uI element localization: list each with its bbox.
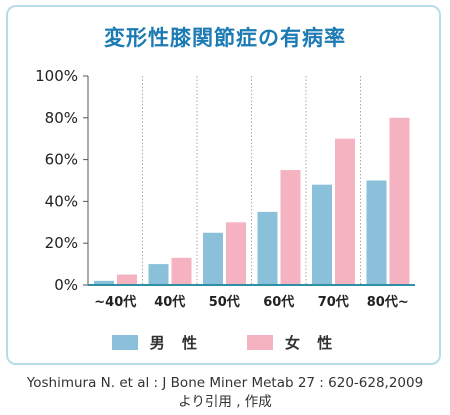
- chart-title: 変形性膝関節症の有病率: [104, 26, 346, 50]
- bar-female-0: [117, 274, 137, 285]
- legend-label-female: 女 性: [285, 333, 339, 352]
- x-tick-label: 70代: [318, 294, 349, 310]
- x-tick-label: 50代: [209, 294, 240, 310]
- bar-male-1: [148, 264, 169, 285]
- bar-female-4: [335, 138, 355, 285]
- bar-female-2: [226, 222, 246, 285]
- x-tick-label: 60代: [263, 294, 294, 310]
- y-tick-label: 20%: [45, 234, 78, 252]
- legend-item-male: 男 性: [111, 332, 203, 353]
- x-tick-label: 80代~: [367, 294, 409, 310]
- source-line-1: Yoshimura N. et al : J Bone Miner Metab …: [26, 375, 424, 391]
- x-tick-label: 40代: [154, 294, 185, 310]
- bar-male-4: [312, 184, 332, 285]
- y-tick-label: 40%: [45, 192, 78, 210]
- y-tick-label: 100%: [35, 67, 78, 85]
- bar-female-1: [171, 257, 192, 285]
- x-tick-label: ~40代: [94, 294, 136, 310]
- legend-item-female: 女 性: [247, 332, 338, 353]
- bar-chart: 0% 20% 40% 60% 80% 100% ~40代 40代 50代 60代 70代 80代~: [35, 67, 415, 310]
- y-tick-label: 80%: [45, 109, 78, 127]
- source-line-2: より引用 , 作成: [178, 394, 272, 410]
- bar-female-5: [389, 117, 410, 285]
- y-tick-label: 60%: [45, 151, 78, 169]
- bar-male-5: [366, 180, 387, 285]
- bar-male-3: [257, 211, 278, 285]
- legend-label-male: 男 性: [149, 333, 203, 352]
- bar-male-0: [94, 280, 114, 285]
- y-tick-label: 0%: [54, 276, 78, 294]
- legend-swatch-female: [247, 334, 273, 350]
- bar-male-2: [203, 232, 223, 285]
- source-citation: Yoshimura N. et al : J Bone Miner Metab …: [0, 374, 450, 412]
- legend: 男 性 女 性: [0, 330, 450, 354]
- bar-female-3: [280, 170, 301, 285]
- legend-swatch-male: [111, 334, 138, 350]
